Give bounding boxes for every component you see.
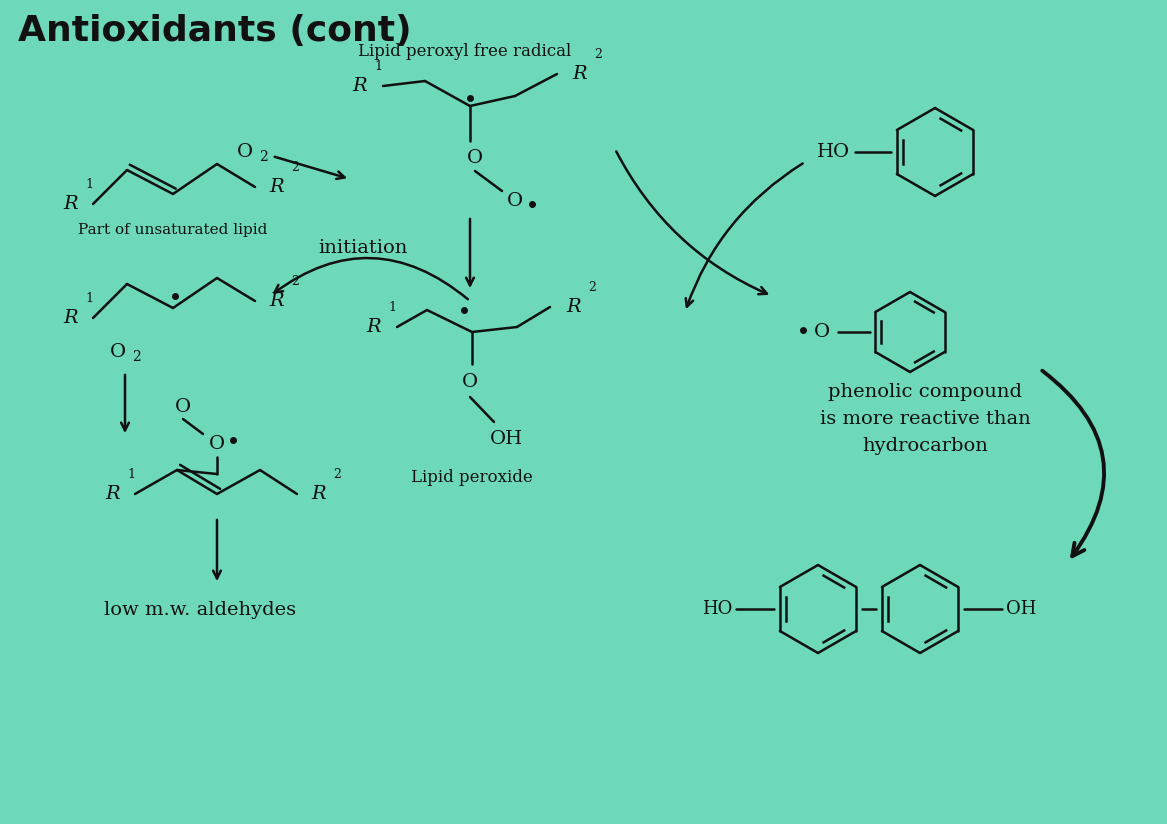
Text: 2: 2 bbox=[291, 275, 299, 288]
Text: R: R bbox=[352, 77, 368, 95]
Text: Antioxidants (cont): Antioxidants (cont) bbox=[18, 14, 412, 48]
Text: HO: HO bbox=[701, 600, 732, 618]
Text: R: R bbox=[312, 485, 327, 503]
FancyArrowPatch shape bbox=[1042, 371, 1104, 556]
Text: O: O bbox=[209, 435, 225, 453]
Text: O: O bbox=[237, 143, 253, 161]
Text: 2: 2 bbox=[594, 48, 602, 61]
Text: R: R bbox=[64, 309, 78, 327]
Text: Lipid peroxide: Lipid peroxide bbox=[411, 469, 533, 485]
Text: R: R bbox=[64, 195, 78, 213]
Text: phenolic compound: phenolic compound bbox=[829, 383, 1022, 401]
Text: 1: 1 bbox=[387, 301, 396, 314]
Text: O: O bbox=[813, 323, 830, 341]
Text: Part of unsaturated lipid: Part of unsaturated lipid bbox=[78, 223, 267, 237]
Text: O: O bbox=[110, 343, 126, 361]
Text: 1: 1 bbox=[373, 60, 382, 73]
Text: R: R bbox=[567, 298, 581, 316]
Text: 2: 2 bbox=[132, 350, 141, 364]
Text: initiation: initiation bbox=[319, 239, 408, 257]
Text: O: O bbox=[462, 373, 478, 391]
Text: 2: 2 bbox=[291, 161, 299, 174]
Text: 2: 2 bbox=[588, 281, 596, 294]
Text: Lipid peroxyl free radical: Lipid peroxyl free radical bbox=[358, 44, 572, 60]
Text: 2: 2 bbox=[333, 468, 341, 481]
Text: hydrocarbon: hydrocarbon bbox=[862, 437, 988, 455]
Text: HO: HO bbox=[817, 143, 850, 161]
Text: OH: OH bbox=[490, 430, 523, 448]
Text: 1: 1 bbox=[127, 468, 135, 481]
Text: R: R bbox=[573, 65, 587, 83]
Text: 1: 1 bbox=[85, 178, 93, 191]
Text: R: R bbox=[270, 178, 285, 196]
Text: 2: 2 bbox=[259, 150, 267, 164]
Text: R: R bbox=[270, 292, 285, 310]
Text: R: R bbox=[106, 485, 120, 503]
Text: O: O bbox=[467, 149, 483, 167]
Text: R: R bbox=[366, 318, 382, 336]
Text: O: O bbox=[506, 192, 523, 210]
Text: is more reactive than: is more reactive than bbox=[819, 410, 1030, 428]
Text: O: O bbox=[175, 398, 191, 416]
Text: low m.w. aldehydes: low m.w. aldehydes bbox=[104, 601, 296, 619]
Text: 1: 1 bbox=[85, 292, 93, 305]
Text: OH: OH bbox=[1006, 600, 1036, 618]
